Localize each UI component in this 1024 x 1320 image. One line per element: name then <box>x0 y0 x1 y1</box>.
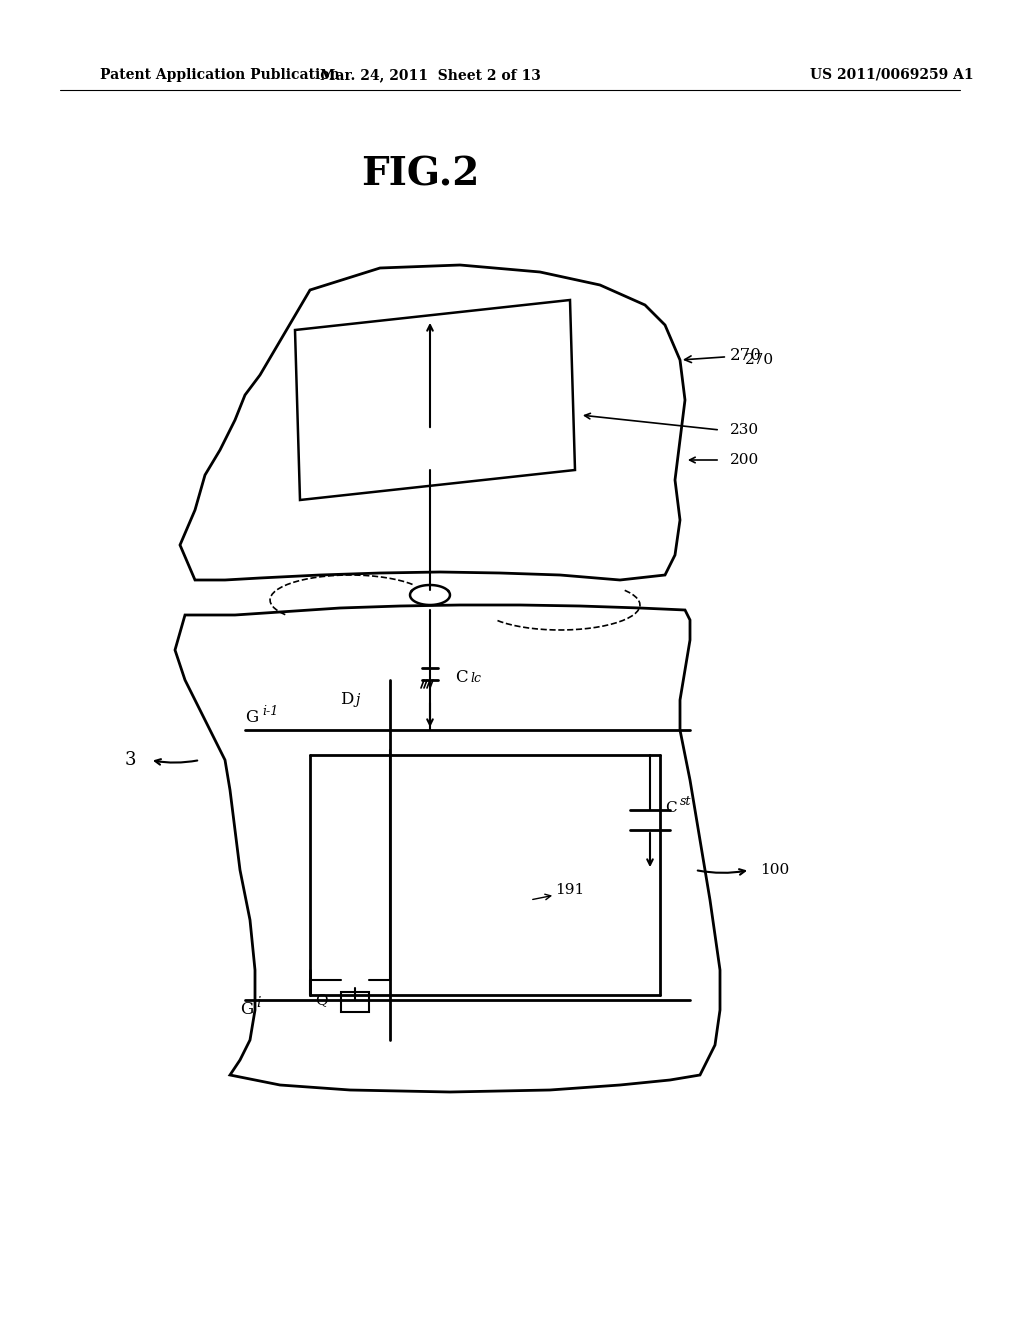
Text: i: i <box>256 997 260 1010</box>
Text: j: j <box>356 693 360 708</box>
Text: 230: 230 <box>730 422 759 437</box>
Text: Mar. 24, 2011  Sheet 2 of 13: Mar. 24, 2011 Sheet 2 of 13 <box>319 69 541 82</box>
Text: 191: 191 <box>555 883 585 898</box>
Text: 270: 270 <box>685 347 762 364</box>
Text: FIG.2: FIG.2 <box>360 156 479 194</box>
Text: 200: 200 <box>730 453 759 467</box>
Text: C: C <box>665 801 677 814</box>
Text: G: G <box>240 1002 253 1019</box>
Text: US 2011/0069259 A1: US 2011/0069259 A1 <box>810 69 974 82</box>
Text: D: D <box>340 692 353 709</box>
Text: st: st <box>680 795 691 808</box>
Text: i-1: i-1 <box>262 705 279 718</box>
Text: 100: 100 <box>760 863 790 876</box>
Text: G: G <box>245 710 258 726</box>
Bar <box>341 993 369 1012</box>
Text: Patent Application Publication: Patent Application Publication <box>100 69 340 82</box>
Text: Q: Q <box>315 993 328 1007</box>
Text: C: C <box>455 669 468 686</box>
Text: lc: lc <box>470 672 481 685</box>
Text: 270: 270 <box>745 352 774 367</box>
Text: 3: 3 <box>125 751 136 770</box>
